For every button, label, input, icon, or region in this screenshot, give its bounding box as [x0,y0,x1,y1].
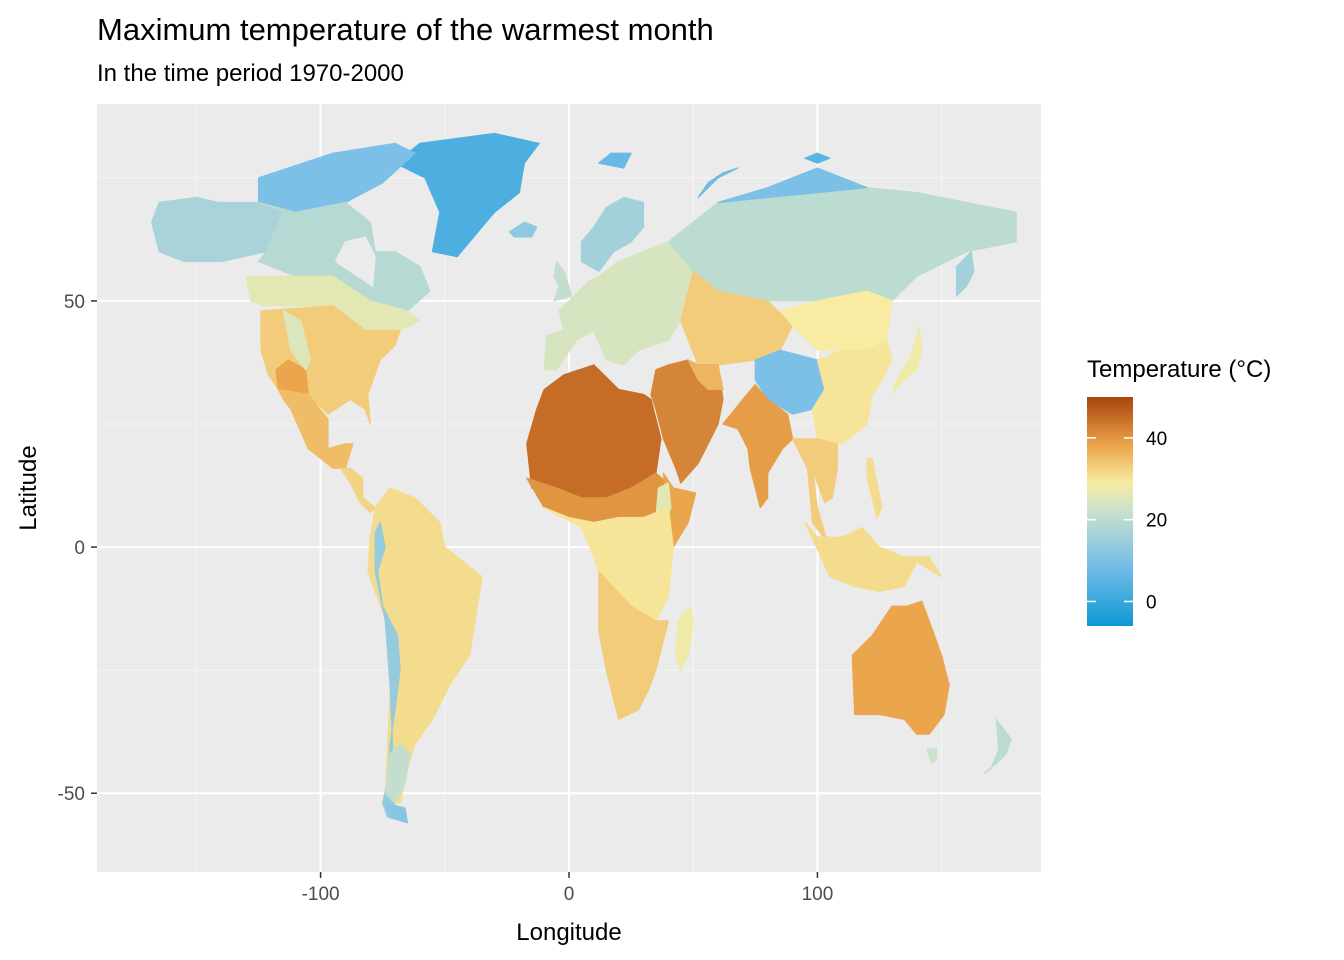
region-australia [851,600,950,735]
legend-ticks: 0 20 40 [1087,429,1167,613]
chart-title: Maximum temperature of the warmest month [97,12,714,47]
region-arctic-coast-asia [717,167,868,204]
region-tasmania [926,748,938,765]
region-scandinavia [580,196,645,272]
region-hudson-bay [334,236,376,287]
region-madagascar [675,605,694,671]
temperature-raster [151,132,1017,824]
y-axis-title: Latitude [15,445,42,530]
legend-title: Temperature (°C) [1087,356,1271,383]
legend-label: 40 [1146,429,1167,450]
region-rocky-mountains [282,310,312,371]
region-patagonia [384,743,411,804]
y-tick-label: 50 [64,292,85,313]
y-axis: -50 0 50 [58,292,97,805]
legend-label: 20 [1146,511,1167,532]
x-axis-title: Longitude [516,919,621,946]
region-mexico [277,388,354,469]
legend: Temperature (°C) 0 20 40 [1087,356,1271,626]
region-severnaya-zemlya [804,152,831,164]
region-sakhalin-kamchatka [955,251,975,297]
x-axis: -100 0 100 [302,872,834,905]
region-philippines [866,457,883,519]
region-canada-south [245,275,421,332]
region-new-zealand [983,718,1012,775]
legend-colorbar [1087,397,1133,626]
chart-subtitle: In the time period 1970-2000 [97,60,404,87]
region-greenland [394,132,540,258]
region-japan [891,324,923,396]
region-svalbard [598,152,632,169]
region-southeast-asia [791,438,838,543]
region-great-britain [553,260,573,302]
region-tierra-del-fuego [384,802,409,824]
region-central-africa [543,507,674,622]
x-tick-label: 0 [564,884,575,905]
region-southern-africa [598,571,670,721]
region-iran-plateau [687,359,724,391]
y-tick-label: 0 [74,538,85,559]
region-indonesia [804,521,943,593]
legend-label: 0 [1146,592,1157,613]
x-tick-label: -100 [302,884,340,905]
region-iceland [508,221,538,238]
region-novaya-zemlya [697,167,739,199]
y-tick-label: -50 [58,784,85,805]
region-india [722,384,794,509]
x-tick-label: 100 [802,884,834,905]
region-alaska-yukon [151,196,284,263]
